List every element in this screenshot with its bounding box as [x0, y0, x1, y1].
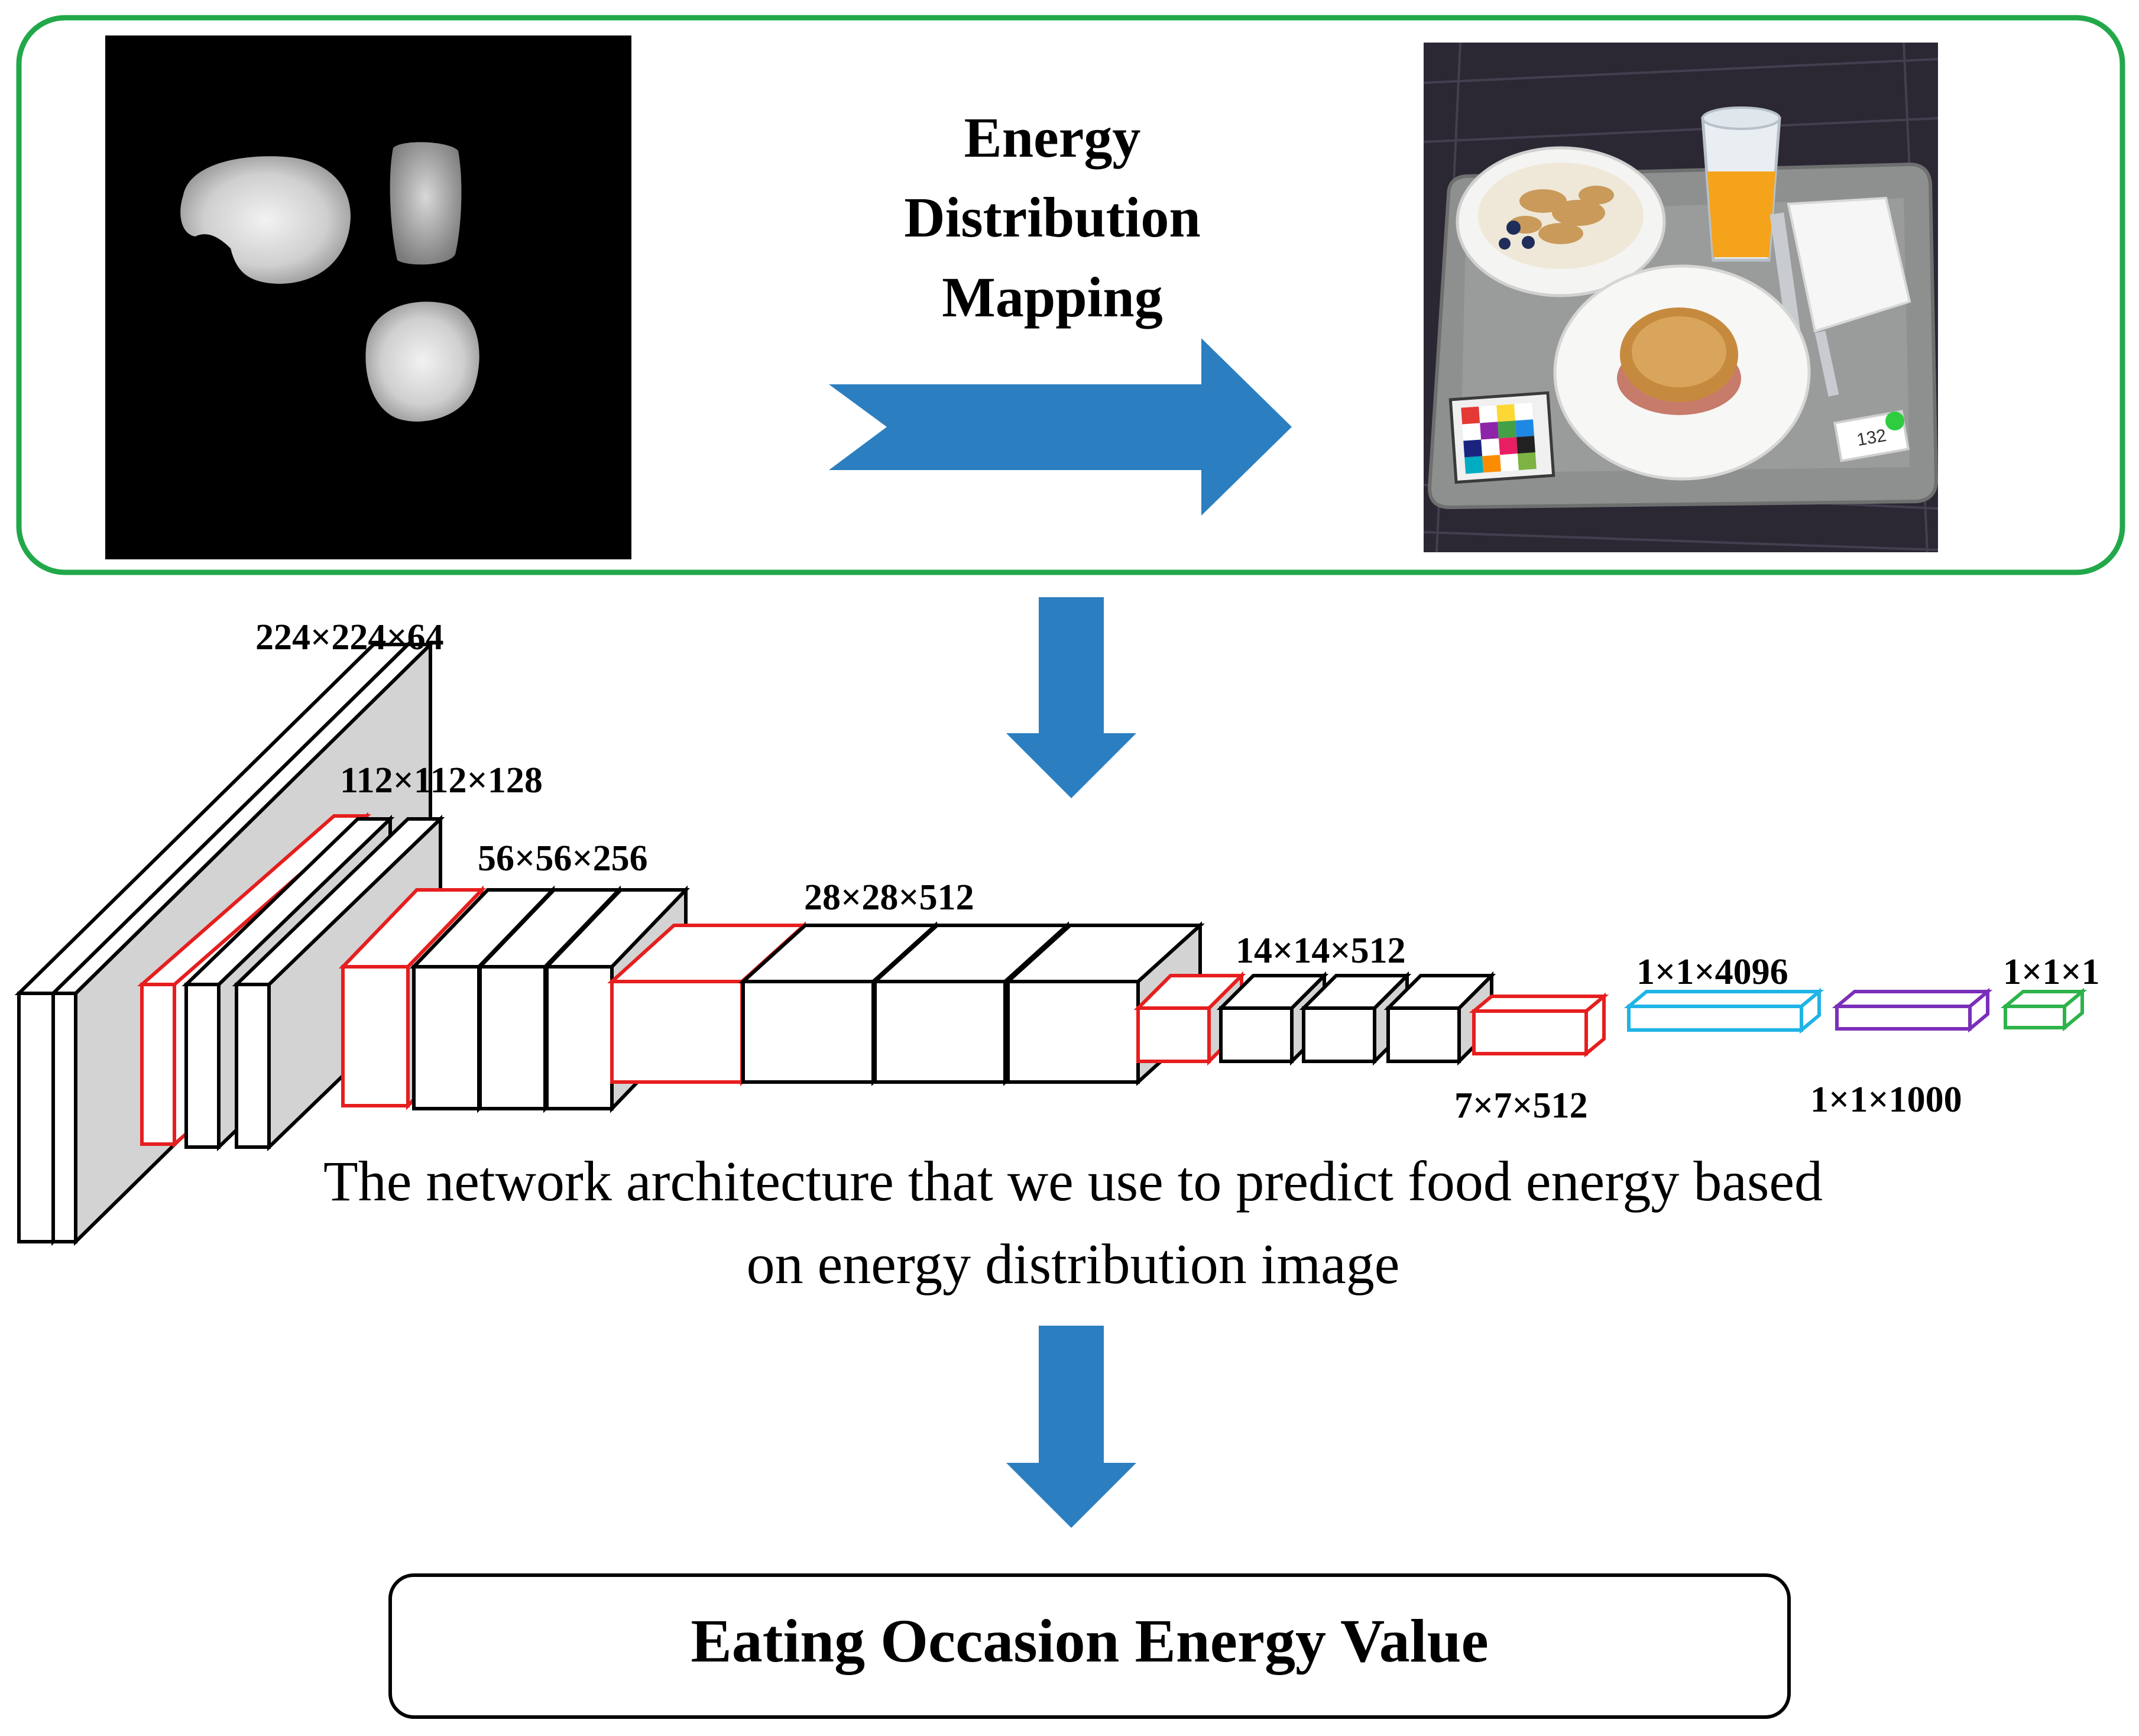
mapping-title-line-2: Distribution [904, 186, 1200, 249]
conv4-block-b-front-face [873, 980, 1007, 1084]
pool2-block-front-face [341, 965, 410, 1107]
fc1-block-front-face [1627, 1005, 1803, 1032]
layer-label-1x1x1000: 1×1×1000 [1810, 1080, 1962, 1120]
pool5-block-top-face [1469, 995, 1609, 1013]
mapping-arrow-right [829, 338, 1292, 516]
down-arrow-to-network [1006, 597, 1136, 798]
fc1-block-top-face [1623, 990, 1824, 1008]
down-arrow-to-output [1006, 1326, 1136, 1528]
layer-label-1x1x4096: 1×1×4096 [1636, 952, 1788, 992]
tray-number-tag: 132 [1833, 410, 1910, 462]
network-caption-line-1: The network architecture that we use to … [323, 1149, 1823, 1213]
conv3-block-b-front-face [478, 965, 547, 1110]
energy-blob-left [180, 156, 351, 284]
energy-blob-center [390, 142, 462, 265]
conv5-block-a-front-face [1219, 1006, 1294, 1063]
conv3-block-a-front-face [412, 965, 481, 1110]
conv5-block-c-front-face [1386, 1006, 1461, 1063]
conv2-block-a-front-face [184, 983, 221, 1149]
network-caption-line-2: on energy distribution image [747, 1232, 1400, 1295]
napkin [1787, 196, 1911, 333]
conv2-block-b-front-face [235, 983, 271, 1149]
pool3-block-front-face [610, 980, 744, 1084]
fc2-block-top-face [1832, 990, 1993, 1008]
fc2-block-front-face [1835, 1005, 1972, 1031]
output-label: Eating Occasion Energy Value [691, 1607, 1488, 1675]
conv5-block-b-front-face [1302, 1006, 1376, 1063]
energy-blob-bottom [365, 302, 479, 422]
pool5-block-front-face [1472, 1009, 1588, 1055]
conv4-block-a-front-face [741, 980, 875, 1084]
fc3-block [2000, 987, 2088, 1032]
layer-label-28x28x512: 28×28×512 [804, 877, 974, 918]
layer-label-56x56x256: 56×56×256 [478, 838, 648, 879]
layer-label-7x7x512: 7×7×512 [1454, 1086, 1588, 1126]
food-tray-photo: 132 [1423, 42, 1939, 553]
network-architecture [14, 640, 2088, 1246]
pool5-block [1469, 992, 1609, 1058]
conv3-block-c-front-face [545, 965, 614, 1110]
mapping-title-line-1: Energy [964, 106, 1141, 169]
output-box [388, 1573, 1791, 1719]
layer-label-224x224x64: 224×224×64 [255, 617, 444, 658]
energy-distribution-image [105, 35, 631, 559]
conv1-block-b-front-face [51, 992, 77, 1243]
conv4-block-c-front-face [1006, 980, 1140, 1084]
mapping-title-line-3: Mapping [942, 265, 1162, 329]
color-checker-card [1448, 391, 1555, 484]
pool1-block-front-face [140, 983, 176, 1146]
layer-label-112x112x128: 112×112×128 [340, 760, 543, 801]
fc1-block [1623, 987, 1824, 1034]
layer-label-14x14x512: 14×14×512 [1236, 931, 1406, 971]
conv1-block-a-front-face [17, 992, 55, 1243]
pool4-block-front-face [1136, 1006, 1211, 1063]
fc3-block-front-face [2004, 1005, 2066, 1029]
fc2-block [1832, 987, 1993, 1033]
layer-label-1x1x1: 1×1×1 [2003, 952, 2100, 992]
mapping-panel-frame [16, 15, 2125, 575]
